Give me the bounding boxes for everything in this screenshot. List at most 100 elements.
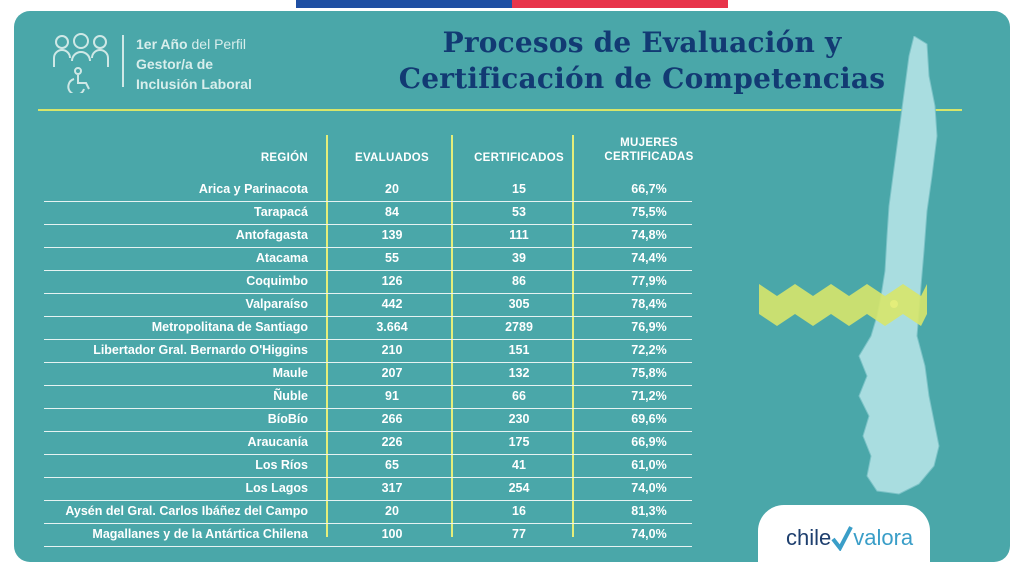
wheelchair-icon xyxy=(67,67,90,93)
table-row: BíoBío 266 230 69,6% xyxy=(44,408,692,432)
cell-certificados: 151 xyxy=(508,343,530,357)
cell-evaluados: 210 xyxy=(381,343,403,357)
table-row: Magallanes y de la Antártica Chilena 100 7… xyxy=(44,523,692,547)
title-line2: Certificación de Competencias xyxy=(398,62,886,95)
title-line1: Procesos de Evaluación y xyxy=(442,26,842,59)
people-group-icon xyxy=(53,33,109,93)
cell-region: Maule xyxy=(272,366,308,380)
cell-mujeres-certificadas: 74,0% xyxy=(631,481,667,495)
cell-mujeres-certificadas: 74,8% xyxy=(631,228,667,242)
cell-evaluados: 20 xyxy=(385,504,399,518)
title-divider xyxy=(38,109,962,111)
cell-evaluados: 266 xyxy=(381,412,403,426)
cell-evaluados: 139 xyxy=(381,228,403,242)
cell-evaluados: 442 xyxy=(381,297,403,311)
chilevalora-wordmark: chile valora xyxy=(786,525,914,552)
table-row: Metropolitana de Santiago 3.664 2789 76,9% xyxy=(44,316,692,340)
table-row: Araucanía 226 175 66,9% xyxy=(44,431,692,455)
cell-mujeres-certificadas: 76,9% xyxy=(631,320,667,334)
table-row: Arica y Parinacota 20 15 66,7% xyxy=(44,178,692,202)
cell-mujeres-certificadas: 69,6% xyxy=(631,412,667,426)
column-divider xyxy=(451,135,453,537)
cell-certificados: 111 xyxy=(509,228,529,242)
cell-certificados: 2789 xyxy=(505,320,533,334)
flag-stripe-red xyxy=(512,0,728,8)
column-divider xyxy=(572,135,574,537)
table-row: Antofagasta 139 111 74,8% xyxy=(44,224,692,248)
cell-certificados: 66 xyxy=(512,389,526,403)
cell-evaluados: 55 xyxy=(385,251,399,265)
header-mujeres-certificadas: MUJERES CERTIFICADAS xyxy=(589,136,709,164)
cell-mujeres-certificadas: 71,2% xyxy=(631,389,667,403)
logo: 1er Año del Perfil Gestor/a de Inclusión… xyxy=(52,33,272,103)
cell-evaluados: 3.664 xyxy=(376,320,408,334)
logo-line1-bold: 1er Año xyxy=(136,36,188,52)
brand-valora: valora xyxy=(853,525,914,550)
cell-evaluados: 91 xyxy=(385,389,399,403)
cell-mujeres-certificadas: 72,2% xyxy=(631,343,667,357)
cell-evaluados: 65 xyxy=(385,458,399,472)
cell-mujeres-certificadas: 66,9% xyxy=(631,435,667,449)
cell-region: Los Lagos xyxy=(245,481,308,495)
cell-mujeres-certificadas: 74,4% xyxy=(631,251,667,265)
cell-evaluados: 317 xyxy=(381,481,403,495)
cell-evaluados: 100 xyxy=(381,527,403,541)
table-row: Atacama 55 39 74,4% xyxy=(44,247,692,271)
cell-evaluados: 226 xyxy=(381,435,403,449)
checkmark-icon xyxy=(831,526,854,552)
cell-certificados: 305 xyxy=(508,297,530,311)
table-row: Coquimbo 126 86 77,9% xyxy=(44,270,692,294)
table-row: Valparaíso 442 305 78,4% xyxy=(44,293,692,317)
cell-region: Los Ríos xyxy=(255,458,308,472)
cell-mujeres-certificadas: 81,3% xyxy=(631,504,667,518)
cell-certificados: 15 xyxy=(512,182,526,196)
table-row: Los Lagos 317 254 74,0% xyxy=(44,477,692,501)
cell-certificados: 230 xyxy=(508,412,530,426)
cell-certificados: 39 xyxy=(512,251,526,265)
table-row: Libertador Gral. Bernardo O'Higgins 210 15… xyxy=(44,339,692,363)
cell-region: Atacama xyxy=(255,251,308,265)
cell-certificados: 175 xyxy=(508,435,530,449)
cell-evaluados: 84 xyxy=(385,205,399,219)
cell-region: Magallanes y de la Antártica Chilena xyxy=(92,527,308,541)
logo-line1-rest: del Perfil xyxy=(187,36,246,52)
cell-region: Araucanía xyxy=(247,435,308,449)
logo-line2: Gestor/a de xyxy=(136,56,214,72)
infographic-panel: 1er Año del Perfil Gestor/a de Inclusión… xyxy=(14,11,1010,562)
header-mujeres-line2: CERTIFICADAS xyxy=(604,151,694,163)
table-row: Maule 207 132 75,8% xyxy=(44,362,692,386)
cell-region: Antofagasta xyxy=(235,228,308,242)
cell-region: Coquimbo xyxy=(246,274,308,288)
header-region: REGIÓN xyxy=(260,152,308,164)
flag-stripe-blue xyxy=(296,0,512,8)
header-mujeres-line1: MUJERES xyxy=(620,137,678,149)
cell-region: Metropolitana de Santiago xyxy=(151,320,308,334)
logo-text: 1er Año del Perfil Gestor/a de Inclusión… xyxy=(136,34,252,94)
cell-certificados: 132 xyxy=(508,366,530,380)
cell-certificados: 53 xyxy=(512,205,526,219)
brand-chile: chile xyxy=(786,525,832,550)
header-certificados: CERTIFICADOS xyxy=(474,152,564,164)
logo-line3: Inclusión Laboral xyxy=(136,76,252,92)
cell-mujeres-certificadas: 74,0% xyxy=(631,527,667,541)
column-divider xyxy=(326,135,328,537)
cell-region: Tarapacá xyxy=(254,205,308,219)
header-evaluados: EVALUADOS xyxy=(354,152,430,164)
page-title: Procesos de Evaluación y Certificación d… xyxy=(362,25,922,97)
cell-certificados: 86 xyxy=(512,274,526,288)
logo-divider xyxy=(122,35,124,87)
cell-region: Aysén del Gral. Carlos Ibáñez del Campo xyxy=(65,504,308,518)
cell-mujeres-certificadas: 66,7% xyxy=(631,182,667,196)
cell-evaluados: 20 xyxy=(385,182,399,196)
cell-evaluados: 207 xyxy=(381,366,403,380)
cell-certificados: 41 xyxy=(512,458,526,472)
cell-region: Libertador Gral. Bernardo O'Higgins xyxy=(93,343,308,357)
cell-mujeres-certificadas: 61,0% xyxy=(631,458,667,472)
cell-mujeres-certificadas: 75,8% xyxy=(631,366,667,380)
cell-certificados: 16 xyxy=(512,504,526,518)
table-row: Ñuble 91 66 71,2% xyxy=(44,385,692,409)
cell-mujeres-certificadas: 78,4% xyxy=(631,297,667,311)
cell-mujeres-certificadas: 77,9% xyxy=(631,274,667,288)
cell-certificados: 254 xyxy=(508,481,530,495)
cell-region: Valparaíso xyxy=(245,297,308,311)
